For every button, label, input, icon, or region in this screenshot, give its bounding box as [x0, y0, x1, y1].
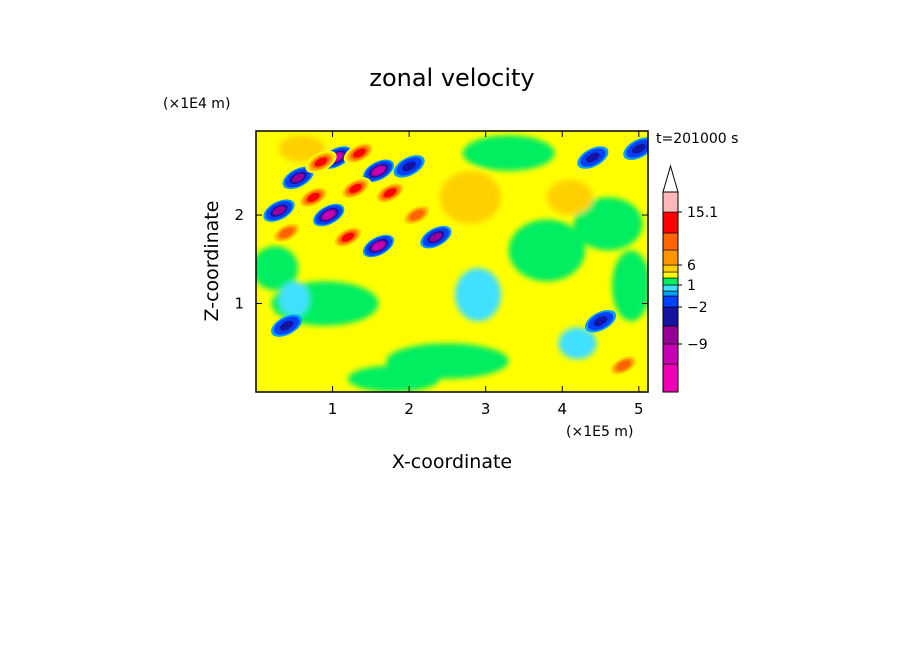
y-axis: 12 [234, 206, 648, 313]
colorbar-tick-label-1: 6 [687, 258, 696, 274]
colorbar-tick-label-0: 15.1 [687, 205, 718, 221]
field-patch-11 [546, 179, 593, 216]
field-patch-13 [278, 135, 325, 162]
chart-title: zonal velocity [369, 64, 534, 92]
velocity-cell-3 [313, 203, 345, 227]
velocity-cell-6 [420, 225, 452, 249]
field-patch-2 [508, 219, 586, 282]
velocity-cell-8 [305, 150, 337, 174]
velocity-cell-18 [271, 314, 303, 337]
colorbar-max-arrow [662, 164, 679, 193]
x-tick-label-1: 2 [404, 400, 414, 418]
plot-frame [255, 130, 649, 393]
velocity-cell-7 [393, 155, 425, 178]
colorbar: 15.1 6 1 −2 −9 [662, 164, 718, 393]
velocity-cell-20 [607, 354, 640, 377]
velocity-cell-4 [263, 199, 295, 222]
colorbar-segment-0 [662, 363, 679, 393]
colorbar-segment-8 [662, 271, 679, 279]
x-axis-unit: (×1E5 m) [566, 424, 633, 440]
field-patch-12 [439, 170, 501, 224]
velocity-cell-17 [623, 137, 648, 160]
field-patch-10 [558, 327, 597, 360]
colorbar-segment-3 [662, 306, 679, 327]
colorbar-segment-6 [662, 284, 679, 292]
y-axis-unit: (×1E4 m) [163, 96, 230, 112]
velocity-cell-11 [339, 177, 372, 200]
field-patch-4 [462, 135, 555, 171]
velocity-cell-10 [297, 186, 330, 209]
plot-area [255, 130, 649, 393]
velocity-cell-13 [271, 221, 303, 245]
y-axis-label: Z-coordinate [201, 201, 223, 322]
x-tick-label-4: 5 [634, 400, 644, 418]
x-axis-label: X-coordinate [392, 451, 512, 473]
colorbar-segment-7 [662, 277, 679, 286]
x-axis: 1 2 3 4 5 [328, 131, 644, 418]
colorbar-segment-2 [662, 325, 679, 345]
field-patch-5 [256, 246, 299, 291]
colorbar-tick-label-4: −9 [687, 337, 708, 353]
field-patch-8 [455, 268, 501, 322]
y-tick-label-1: 2 [234, 206, 244, 224]
x-tick-label-2: 3 [481, 400, 491, 418]
velocity-cell-9 [343, 141, 375, 165]
field-patch-3 [573, 197, 643, 251]
velocity-cell-5 [362, 234, 395, 258]
field-patch-7 [612, 250, 648, 322]
colorbar-segment-10 [662, 249, 679, 266]
colorbar-segment-top [662, 191, 679, 213]
colorbar-tick-label-3: −2 [687, 300, 708, 316]
field-patch-9 [278, 281, 310, 317]
colorbar-tick-label-2: 1 [687, 278, 696, 294]
velocity-cell-15 [401, 203, 433, 227]
colorbar-segment-1 [662, 343, 679, 365]
colorbar-segment-12 [662, 211, 679, 234]
colorbar-frame [662, 191, 679, 393]
velocity-cell-14 [332, 225, 364, 249]
x-tick-label-3: 4 [557, 400, 567, 418]
y-tick-label-0: 1 [234, 295, 244, 313]
colorbar-segment-11 [662, 232, 679, 251]
time-label: t=201000 s [656, 131, 738, 147]
velocity-cell-1 [362, 159, 395, 183]
velocity-field [256, 135, 648, 392]
velocity-cell-12 [374, 181, 406, 205]
colorbar-segment-5 [662, 290, 679, 297]
x-tick-label-0: 1 [328, 400, 338, 418]
colorbar-segment-9 [662, 264, 679, 273]
field-patch-6 [347, 365, 440, 392]
field-texture [256, 135, 648, 392]
velocity-cell-16 [577, 146, 609, 169]
velocity-cell-19 [584, 309, 617, 333]
velocity-cell-2 [282, 166, 314, 190]
colorbar-segment-4 [662, 295, 679, 308]
